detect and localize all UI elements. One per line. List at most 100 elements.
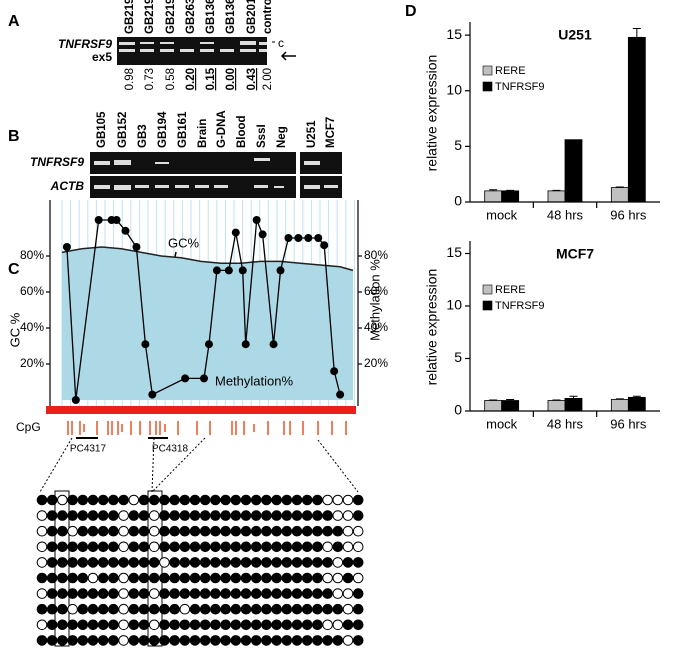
cpg-circle bbox=[97, 572, 109, 584]
cpg-circle bbox=[352, 494, 364, 506]
cpg-circle bbox=[250, 541, 262, 553]
cpg-circle bbox=[301, 525, 313, 537]
cpg-circle bbox=[240, 635, 252, 646]
cpg-circle bbox=[342, 541, 354, 553]
cpg-circle bbox=[322, 525, 333, 537]
cpg-circle bbox=[67, 603, 78, 615]
cpg-circle bbox=[169, 541, 180, 553]
cpg-circle bbox=[46, 603, 58, 615]
cpg-circle bbox=[271, 572, 282, 584]
methylation-point bbox=[94, 216, 103, 224]
cpg-circle bbox=[332, 603, 344, 615]
cpg-circle bbox=[118, 588, 129, 599]
cpg-circle bbox=[322, 635, 333, 646]
marker-label: c bbox=[278, 36, 284, 50]
cpg-circle bbox=[261, 603, 272, 615]
x-tick-label: mock bbox=[486, 416, 518, 431]
cpg-circle bbox=[281, 525, 293, 537]
cpg-circle bbox=[250, 494, 262, 506]
cpg-circle bbox=[159, 635, 170, 646]
cpg-circle bbox=[352, 510, 364, 521]
legend-label: RERE bbox=[495, 284, 526, 296]
cpg-circle bbox=[169, 510, 180, 521]
cpg-circle bbox=[342, 635, 354, 646]
cpg-circle bbox=[159, 525, 170, 537]
legend-swatch bbox=[482, 300, 493, 311]
cpg-circle bbox=[138, 557, 150, 568]
cpg-circle bbox=[291, 510, 303, 521]
cpg-circle bbox=[159, 557, 170, 568]
methylation-point bbox=[330, 367, 339, 376]
cpg-circle bbox=[169, 525, 180, 537]
cpg-circle bbox=[240, 510, 252, 521]
amplicon-label: PC4318 bbox=[152, 444, 189, 455]
cpg-circle bbox=[169, 588, 180, 599]
gel bbox=[90, 176, 296, 198]
cpg-circle bbox=[220, 541, 231, 553]
cpg-circle bbox=[332, 525, 344, 537]
error-bar bbox=[489, 399, 498, 401]
cpg-island-bar bbox=[46, 406, 356, 414]
cpg-circle bbox=[322, 557, 333, 568]
methylation-point bbox=[276, 266, 285, 275]
cpg-circle bbox=[169, 635, 180, 646]
cpg-circle bbox=[179, 619, 191, 631]
cpg-circle bbox=[189, 572, 201, 584]
cpg-circle bbox=[322, 541, 333, 553]
row-label: TNFRSF9 bbox=[30, 155, 84, 169]
cpg-circle bbox=[199, 603, 211, 615]
y2-tick-label: 20% bbox=[364, 356, 388, 370]
y2-tick-label: 60% bbox=[364, 284, 388, 298]
cpg-circle bbox=[97, 588, 109, 599]
cpg-circle bbox=[46, 588, 58, 599]
cpg-circle bbox=[199, 588, 211, 599]
cpg-circle bbox=[138, 494, 150, 506]
y2-axis-title: Methylation % bbox=[367, 259, 382, 341]
cpg-circle bbox=[87, 603, 99, 615]
cpg-circle bbox=[118, 494, 129, 506]
cpg-circle bbox=[46, 510, 58, 521]
y-tick-label: 5 bbox=[454, 137, 462, 153]
cpg-circle bbox=[210, 525, 221, 537]
cpg-circle bbox=[36, 541, 48, 553]
gel bbox=[90, 152, 296, 174]
cpg-circle bbox=[87, 635, 99, 646]
cpg-circle bbox=[169, 619, 180, 631]
bar bbox=[610, 187, 629, 203]
error-bar bbox=[506, 398, 515, 401]
bar bbox=[484, 400, 503, 412]
cpg-circle bbox=[169, 494, 180, 506]
cpg-circle bbox=[179, 541, 191, 553]
bar bbox=[547, 190, 566, 203]
cpg-circle bbox=[57, 494, 68, 506]
legend-swatch bbox=[482, 81, 493, 92]
cpg-circle bbox=[189, 635, 201, 646]
cpg-circle bbox=[271, 603, 282, 615]
methylation-point bbox=[121, 226, 130, 235]
cpg-circle bbox=[230, 603, 242, 615]
cpg-circle bbox=[220, 525, 231, 537]
lane-label: Brain bbox=[197, 119, 209, 148]
cpg-circle bbox=[57, 635, 68, 646]
cpg-circle bbox=[189, 510, 201, 521]
methylation-point bbox=[320, 241, 329, 250]
cpg-circle bbox=[138, 619, 150, 631]
cpg-circle bbox=[87, 541, 99, 553]
cpg-circle bbox=[36, 588, 48, 599]
cpg-circle bbox=[240, 619, 252, 631]
cpg-circle bbox=[281, 510, 293, 521]
cpg-circle bbox=[301, 603, 313, 615]
cpg-circle bbox=[220, 603, 231, 615]
cpg-circle bbox=[220, 510, 231, 521]
cpg-circle bbox=[352, 603, 364, 615]
methylation-point bbox=[252, 216, 261, 224]
cpg-circle bbox=[291, 525, 303, 537]
cpg-circle bbox=[332, 557, 344, 568]
cpg-circle bbox=[118, 635, 129, 646]
cpg-label: CpG bbox=[16, 420, 41, 434]
y2-tick-label: 40% bbox=[364, 320, 388, 334]
cpg-circle bbox=[97, 619, 109, 631]
cpg-circle bbox=[77, 588, 89, 599]
cpg-circle bbox=[220, 588, 231, 599]
